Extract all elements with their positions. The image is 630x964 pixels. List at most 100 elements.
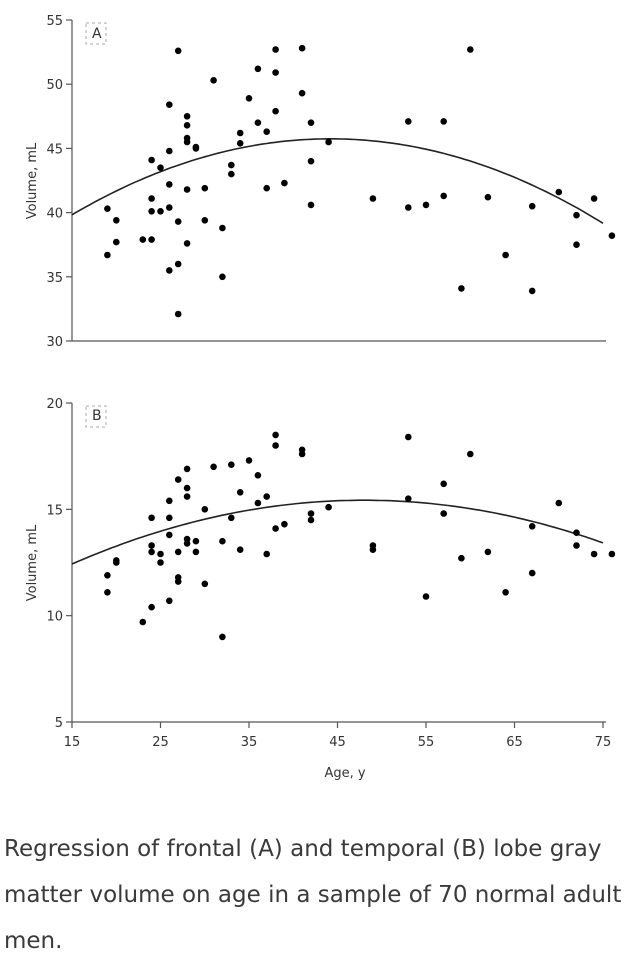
panel-a-data-point — [201, 184, 209, 192]
panel-b-x-axis-title: Age, y — [324, 766, 365, 781]
panel-b-regression-curve — [71, 499, 604, 565]
panel-a-data-point — [405, 118, 412, 125]
panel-b-data-point — [148, 603, 155, 611]
panel-a-y-tick-label: 50 — [46, 78, 63, 93]
panel-b-data-point — [228, 514, 235, 522]
panel-a-data-point — [440, 118, 448, 125]
panel-b-data-point — [325, 503, 332, 511]
panel-b-data-point — [608, 550, 616, 558]
panel-a-data-point — [307, 201, 315, 209]
panel-b-data-point — [183, 540, 191, 547]
panel-a-data-point — [104, 205, 111, 212]
panel-b-data-point — [166, 497, 173, 505]
panel-a-data-point — [369, 195, 377, 202]
panel-a-data-point — [555, 188, 563, 196]
panel-a-data-point — [210, 77, 217, 84]
panel-b-data-point — [236, 489, 244, 496]
panel-b-data-point — [555, 499, 563, 507]
panel-a-data-point — [174, 260, 182, 268]
panel-b-x-tick-label: 25 — [152, 735, 169, 750]
panel-a-data-point — [467, 46, 474, 53]
panel-b-data-point — [263, 550, 271, 558]
panel-a-data-point — [325, 138, 332, 146]
panel-b-data-point — [166, 514, 173, 522]
panel-b-x-tick-label: 75 — [595, 735, 612, 750]
panel-a-data-point — [528, 202, 536, 210]
panel-b-data-point — [422, 593, 430, 600]
panel-a-data-point — [174, 47, 182, 55]
panel-a-data-point — [157, 164, 164, 171]
panel-a-data-point — [502, 251, 509, 259]
panel-a-data-point — [528, 287, 536, 295]
panel-a-data-point — [422, 201, 430, 209]
panel-b-data-point — [113, 559, 120, 566]
panel-b-y-tick-label: 5 — [55, 716, 63, 731]
panel-a-y-tick-label: 55 — [46, 14, 63, 29]
panel-b-data-point — [166, 531, 173, 539]
panel-b-data-point — [307, 516, 315, 524]
panel-b-data-point — [174, 548, 182, 556]
panel-a-data-point — [440, 192, 448, 200]
panel-a-data-point — [263, 184, 271, 192]
panel-a-data-point — [272, 69, 279, 76]
panel-a-data-point — [166, 204, 173, 211]
panel-b-data-point — [201, 580, 209, 588]
panel-a-data-point — [245, 95, 253, 102]
panel-a-data-point — [166, 181, 173, 188]
panel-b-x-tick-label: 35 — [241, 735, 258, 750]
panel-a-data-point — [608, 232, 616, 239]
figure: A Volume, mL 30 35 40 45 50 55 B Volume, mL A… — [25, 14, 616, 781]
panel-b-data-point — [405, 433, 412, 441]
panel-b-data-point — [157, 559, 164, 566]
panel-b-label: B — [92, 408, 102, 424]
panel-b-y-tick-label: 20 — [46, 397, 63, 412]
panel-b-data-point — [219, 537, 226, 545]
panel-a-data-point — [192, 145, 200, 152]
panel-a-data-point — [219, 224, 226, 232]
panel-b-data-point — [573, 542, 580, 549]
panel-a-data-point — [174, 310, 182, 318]
panel-a-data-point — [484, 193, 492, 201]
panel-a-data-point — [298, 44, 306, 52]
panel-b-data-point — [210, 463, 217, 471]
panel-b-data-point — [272, 431, 279, 439]
panel-a-data-point — [236, 140, 244, 147]
panel-b-data-point — [458, 554, 465, 562]
panel-b-data-point — [254, 499, 262, 507]
panel-a-data-point — [148, 195, 155, 202]
panel-b-y-tick-label: 10 — [46, 610, 63, 625]
panel-b-data-point — [467, 450, 474, 458]
panel-a-data-point — [263, 128, 271, 135]
panel-b-data-point — [272, 525, 279, 532]
panel-b-data-point — [201, 506, 209, 513]
panel-b-data-point — [148, 514, 155, 522]
panel-a-chart: A Volume, mL 30 35 40 45 50 55 — [25, 14, 616, 350]
panel-b-y-axis-title: Volume, mL — [25, 524, 40, 601]
panel-a-data-point — [307, 119, 315, 126]
panel-b-data-point — [281, 520, 288, 528]
panel-a-data-point — [219, 273, 226, 281]
panel-a-data-point — [183, 138, 191, 146]
panel-a-data-point — [254, 119, 262, 126]
panel-a-data-point — [228, 161, 235, 169]
panel-b-data-point — [183, 465, 191, 473]
panel-b-data-point — [219, 633, 226, 641]
panel-b-data-point — [590, 550, 598, 558]
panel-a-data-point — [166, 267, 173, 274]
panel-a-label-box — [85, 22, 107, 45]
panel-b-data-point — [528, 569, 536, 577]
panel-b-data-point — [192, 548, 200, 556]
panel-b-x-tick-label: 65 — [506, 735, 523, 750]
panel-a-data-point — [228, 170, 235, 178]
panel-b-data-point — [157, 550, 164, 558]
panel-b-data-point — [440, 480, 448, 488]
panel-a-data-point — [236, 129, 244, 137]
panel-b-data-point — [528, 523, 536, 530]
panel-a-data-point — [183, 122, 191, 129]
panel-b-data-point — [192, 537, 200, 545]
panel-b-data-point — [183, 484, 191, 492]
panel-b-data-point — [573, 529, 580, 536]
panel-b-data-point — [369, 546, 377, 553]
panel-b-data-point — [139, 618, 147, 626]
panel-a-data-point — [113, 217, 120, 224]
